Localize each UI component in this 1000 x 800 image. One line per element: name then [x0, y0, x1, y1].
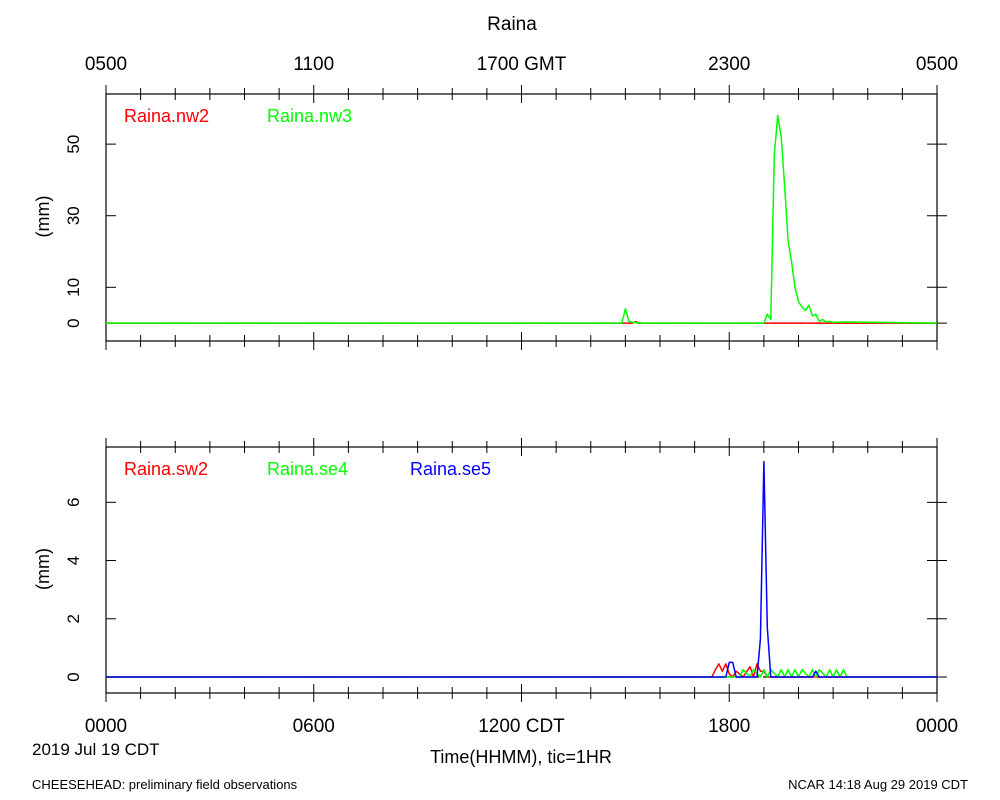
y-tick-label: 6 — [64, 498, 83, 507]
bottom-axis-tick-label: 0000 — [85, 716, 127, 737]
bottom-axis-tick-label: 0000 — [916, 716, 958, 737]
y-tick-label: 0 — [64, 318, 83, 327]
date-label: 2019 Jul 19 CDT — [32, 740, 160, 759]
footer-right: NCAR 14:18 Aug 29 2019 CDT — [788, 777, 968, 792]
y-tick-label: 50 — [64, 135, 83, 154]
legend-entry: Raina.se5 — [410, 459, 491, 479]
y-tick-label: 4 — [64, 556, 83, 565]
x-axis-label: Time(HHMM), tic=1HR — [430, 747, 612, 767]
footer-left: CHEESEHEAD: preliminary field observatio… — [32, 777, 298, 792]
bottom-axis-tick-label: 0600 — [293, 716, 335, 737]
y-tick-label: 30 — [64, 206, 83, 225]
legend-entry: Raina.sw2 — [124, 459, 208, 479]
y-tick-label: 2 — [64, 614, 83, 623]
legend-entry: Raina.nw2 — [124, 106, 209, 126]
series-line-Raina-se4 — [106, 668, 937, 678]
legend-entry: Raina.nw3 — [267, 106, 352, 126]
y-axis-label: (mm) — [33, 196, 53, 238]
legend-entry: Raina.se4 — [267, 459, 348, 479]
series-line-Raina-nw3 — [106, 114, 938, 324]
top-axis-tick-label: 1100 — [293, 54, 334, 75]
panel-bottom: 0 2 4 6 (mm) Raina.sw2 Raina.se4 Raina.se5 — [33, 438, 947, 702]
bottom-axis-tick-label: 1800 — [708, 716, 750, 737]
top-axis-tick-label: 2300 — [708, 54, 750, 75]
top-axis-tick-label: 1700 GMT — [477, 54, 567, 75]
chart-title: Raina — [487, 14, 537, 35]
y-tick-label: 0 — [64, 672, 83, 681]
top-axis-tick-label: 0500 — [916, 54, 958, 75]
series-line-Raina-se5 — [106, 460, 937, 678]
panel-top: 0 10 30 50 (mm) Raina.nw2 Raina.nw3 — [33, 85, 947, 350]
y-tick-label: 10 — [64, 278, 83, 297]
plot-frame — [105, 446, 938, 694]
y-axis-label: (mm) — [33, 548, 53, 590]
top-axis-tick-label: 0500 — [85, 54, 127, 75]
plot-frame — [105, 93, 938, 342]
bottom-axis-tick-label: 1200 CDT — [478, 716, 565, 737]
